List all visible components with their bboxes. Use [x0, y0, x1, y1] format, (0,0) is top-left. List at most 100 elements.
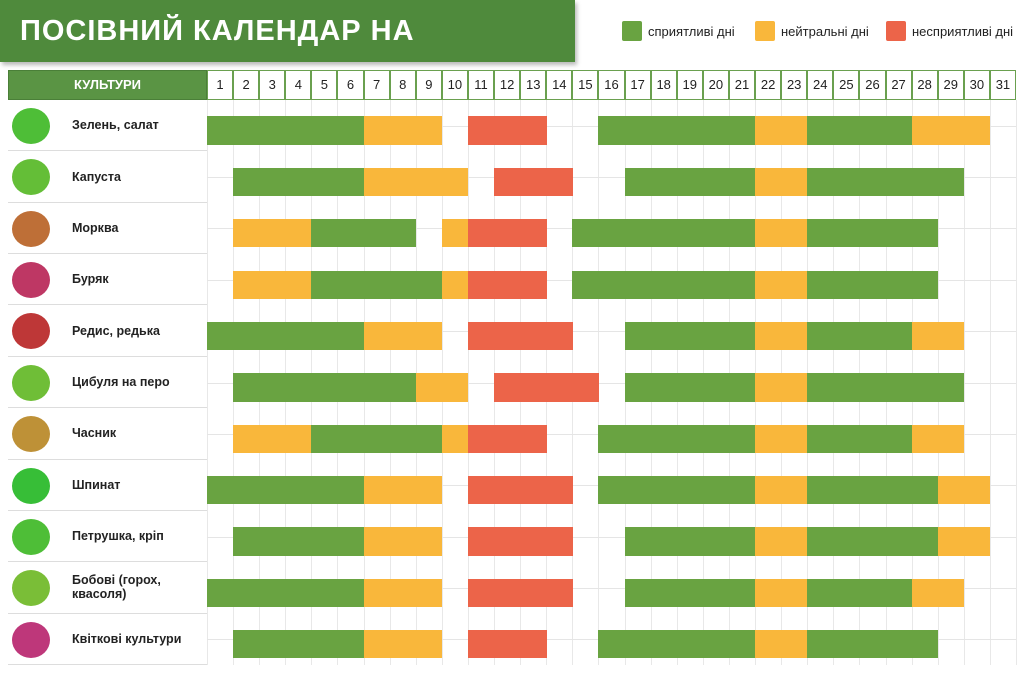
day-header: 7 — [363, 70, 390, 100]
day-cell — [363, 578, 391, 607]
day-cell — [755, 219, 782, 248]
day-header: 29 — [937, 70, 964, 100]
day-header: 13 — [520, 70, 547, 100]
day-cell — [415, 373, 443, 402]
day-cell — [233, 630, 260, 659]
day-cell — [572, 219, 599, 248]
day-cell — [337, 630, 365, 659]
day-cell — [833, 116, 860, 145]
day-cell — [363, 373, 391, 402]
day-cell — [833, 219, 860, 248]
day-cell — [494, 270, 521, 299]
day-cell — [520, 219, 547, 248]
day-cell — [859, 373, 886, 402]
day-cell — [833, 578, 860, 607]
day-cell — [833, 630, 860, 659]
day-cell — [781, 167, 808, 197]
day-cell — [494, 116, 521, 145]
day-cell — [650, 527, 678, 556]
day-cell — [337, 219, 365, 248]
day-cell — [755, 527, 782, 556]
day-cell — [781, 321, 808, 351]
day-cell — [911, 475, 939, 505]
legend-item: сприятливі дні — [622, 21, 735, 41]
day-header: 25 — [833, 70, 860, 100]
grid-line — [207, 587, 1016, 589]
day-cell — [650, 321, 678, 351]
day-cell — [311, 373, 338, 402]
day-cell — [807, 116, 834, 145]
day-cell — [259, 167, 286, 197]
day-header: 2 — [233, 70, 260, 100]
day-cell — [494, 373, 521, 402]
day-cell — [389, 578, 417, 607]
day-cell — [337, 270, 365, 299]
day-cell — [233, 527, 260, 556]
day-cell — [781, 424, 808, 453]
day-cell — [650, 167, 678, 197]
day-cell — [781, 116, 808, 145]
day-cell — [467, 270, 495, 299]
day-cell — [624, 578, 652, 607]
day-cell — [467, 527, 495, 556]
day-cell — [520, 424, 547, 453]
day-cell — [624, 475, 652, 505]
day-cell — [389, 373, 417, 402]
day-cell — [285, 424, 312, 453]
day-cell — [259, 116, 286, 145]
day-cell — [285, 270, 312, 299]
day-cell — [859, 270, 886, 299]
day-cell — [676, 424, 704, 453]
day-cell — [207, 116, 234, 145]
day-cell — [259, 219, 286, 248]
day-cell — [728, 475, 756, 505]
day-cell — [285, 475, 312, 505]
day-cell — [807, 475, 834, 505]
day-cell — [702, 527, 730, 556]
day-cell — [494, 630, 521, 659]
day-cell — [624, 321, 652, 351]
day-cell — [781, 527, 808, 556]
day-cell — [807, 167, 834, 197]
day-cell — [624, 630, 652, 659]
day-cell — [676, 270, 704, 299]
day-cell — [937, 527, 965, 556]
day-cell — [755, 321, 782, 351]
day-header: 18 — [650, 70, 677, 100]
day-cell — [467, 630, 495, 659]
legend-label: несприятливі дні — [912, 23, 1014, 39]
day-cell — [415, 424, 443, 453]
day-cell — [363, 630, 391, 659]
day-cell — [650, 270, 678, 299]
day-cell — [676, 219, 704, 248]
day-cell — [259, 321, 286, 351]
day-cell — [389, 219, 417, 248]
day-cell — [702, 475, 730, 505]
day-cell — [911, 373, 939, 402]
row-label: Часник — [8, 408, 207, 460]
day-cell — [859, 527, 886, 556]
day-cell — [494, 424, 521, 453]
day-cell — [676, 475, 704, 505]
day-cell — [285, 630, 312, 659]
day-cell — [833, 527, 860, 556]
day-cell — [259, 373, 286, 402]
day-cell — [833, 167, 860, 197]
day-header: 4 — [285, 70, 312, 100]
day-cell — [807, 630, 834, 659]
day-header: 16 — [598, 70, 625, 100]
day-cell — [389, 167, 417, 197]
day-cell — [546, 475, 573, 505]
day-cell — [259, 630, 286, 659]
day-cell — [702, 270, 730, 299]
day-cell — [389, 527, 417, 556]
day-cell — [285, 167, 312, 197]
day-cell — [233, 219, 260, 248]
day-cell — [781, 219, 808, 248]
day-header: 27 — [885, 70, 912, 100]
day-cell — [885, 578, 913, 607]
crop-icon — [12, 416, 50, 453]
row-label: Петрушка, кріп — [8, 511, 207, 563]
day-cell — [207, 321, 234, 351]
